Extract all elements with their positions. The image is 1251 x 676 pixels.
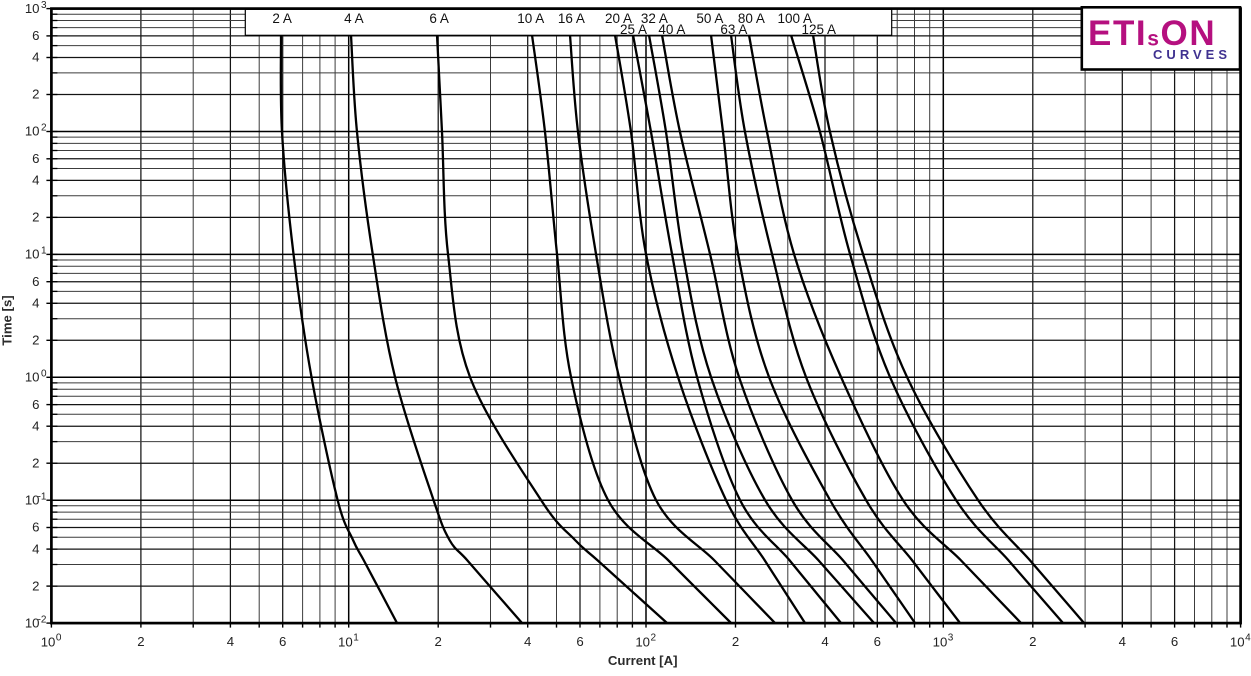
svg-text:6: 6 [576,634,583,649]
svg-text:2: 2 [1029,634,1036,649]
svg-text:2: 2 [32,578,39,593]
svg-text:4: 4 [32,50,39,65]
svg-text:125 A: 125 A [802,22,837,37]
svg-text:0: 0 [41,369,47,380]
svg-text:2: 2 [137,634,144,649]
svg-text:4: 4 [32,418,39,433]
svg-text:6: 6 [32,151,39,166]
svg-text:4: 4 [821,634,828,649]
svg-text:-1: -1 [38,491,47,502]
svg-text:10: 10 [635,635,650,650]
svg-text:10: 10 [25,615,40,630]
svg-text:3: 3 [41,0,47,11]
svg-text:10: 10 [338,635,353,650]
svg-text:4: 4 [227,634,234,649]
svg-text:2: 2 [32,455,39,470]
svg-text:6: 6 [32,520,39,535]
svg-text:2: 2 [32,210,39,225]
svg-text:63 A: 63 A [720,22,747,37]
svg-text:50 A: 50 A [696,11,723,26]
svg-text:Time [s]: Time [s] [0,295,15,345]
svg-text:2: 2 [732,634,739,649]
svg-text:10: 10 [25,370,40,385]
svg-text:2: 2 [651,633,657,644]
svg-text:16 A: 16 A [558,11,585,26]
svg-text:25 A: 25 A [620,22,647,37]
svg-text:10: 10 [25,1,40,16]
svg-text:6 A: 6 A [429,11,449,26]
svg-text:Current [A]: Current [A] [608,653,678,668]
svg-text:4: 4 [32,541,39,556]
svg-text:4 A: 4 A [344,11,364,26]
svg-text:2: 2 [435,634,442,649]
svg-text:6: 6 [1171,634,1178,649]
svg-text:2: 2 [32,87,39,102]
svg-text:6: 6 [32,274,39,289]
svg-text:2: 2 [32,333,39,348]
svg-text:10: 10 [933,635,948,650]
svg-text:32 A: 32 A [641,11,668,26]
svg-text:4: 4 [1119,634,1126,649]
svg-text:10: 10 [1230,635,1245,650]
svg-text:4: 4 [1245,633,1251,644]
svg-text:80 A: 80 A [738,11,765,26]
svg-text:10: 10 [25,492,40,507]
svg-text:4: 4 [524,634,531,649]
svg-text:6: 6 [279,634,286,649]
svg-text:100 A: 100 A [778,11,813,26]
svg-text:2: 2 [41,123,47,134]
svg-text:1: 1 [41,246,47,257]
svg-text:10: 10 [41,635,56,650]
svg-text:1: 1 [353,633,359,644]
svg-text:-2: -2 [38,614,47,625]
svg-text:6: 6 [32,397,39,412]
svg-text:CURVES: CURVES [1153,47,1231,62]
svg-text:10: 10 [25,124,40,139]
svg-text:6: 6 [32,28,39,43]
svg-text:10: 10 [25,247,40,262]
svg-text:0: 0 [56,633,62,644]
svg-text:2 A: 2 A [272,11,292,26]
svg-text:4: 4 [32,173,39,188]
svg-text:4: 4 [32,296,39,311]
svg-text:40 A: 40 A [658,22,685,37]
svg-text:10 A: 10 A [517,11,544,26]
svg-text:6: 6 [874,634,881,649]
svg-text:20 A: 20 A [605,11,632,26]
svg-text:3: 3 [948,633,954,644]
